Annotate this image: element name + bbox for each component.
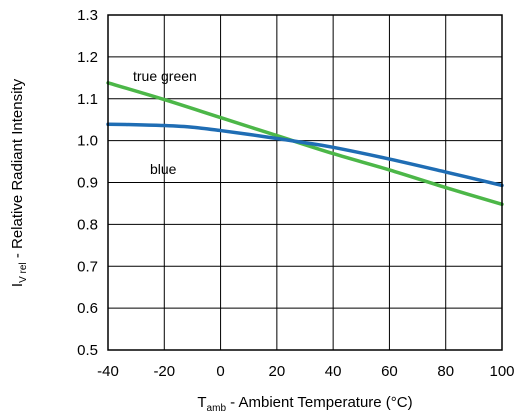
plot-frame [107,14,503,351]
tick-labels: -40 -20 0 20 40 60 80 100 0.5 0.6 0.7 0.8 0.9 1.0 1.1 1… [77,7,514,380]
y-tick-label: 1.3 [77,7,98,24]
series-lines [106,81,504,207]
x-axis-title-suffix: - Ambient Temperature (°C) [226,394,413,411]
x-tick-label: 0 [216,363,224,380]
y-tick-label: 1.0 [77,133,98,150]
y-tick-label: 0.6 [77,300,98,317]
y-tick-label: 0.7 [77,258,98,275]
x-axis-title: Tamb - Ambient Temperature (°C) [197,394,412,414]
y-axis-title-suffix: - Relative Radiant Intensity [9,78,26,262]
grid [107,14,503,351]
x-tick-label: 60 [381,363,398,380]
y-tick-label: 1.2 [77,49,98,66]
x-tick-label: -40 [97,363,119,380]
series-line-true-green [106,81,504,207]
y-axis-title: IV rel - Relative Radiant Intensity [9,78,29,287]
y-tick-label: 0.5 [77,342,98,359]
x-tick-label: 100 [489,363,514,380]
y-tick-label: 0.9 [77,175,98,192]
y-tick-label: 1.1 [77,91,98,108]
annotation-blue: blue [150,161,177,177]
y-axis-title-subscript: V rel [18,262,29,283]
x-tick-label: 20 [269,363,286,380]
series-line-blue [106,122,504,188]
x-axis-title-prefix: T [197,394,206,411]
y-tick-label: 0.8 [77,216,98,233]
x-tick-label: 80 [437,363,454,380]
x-tick-label: -20 [153,363,175,380]
x-tick-label: 40 [325,363,342,380]
y-axis-title-prefix: I [9,283,26,287]
x-axis-title-subscript: amb [207,403,227,414]
annotation-true-green: true green [133,68,197,84]
